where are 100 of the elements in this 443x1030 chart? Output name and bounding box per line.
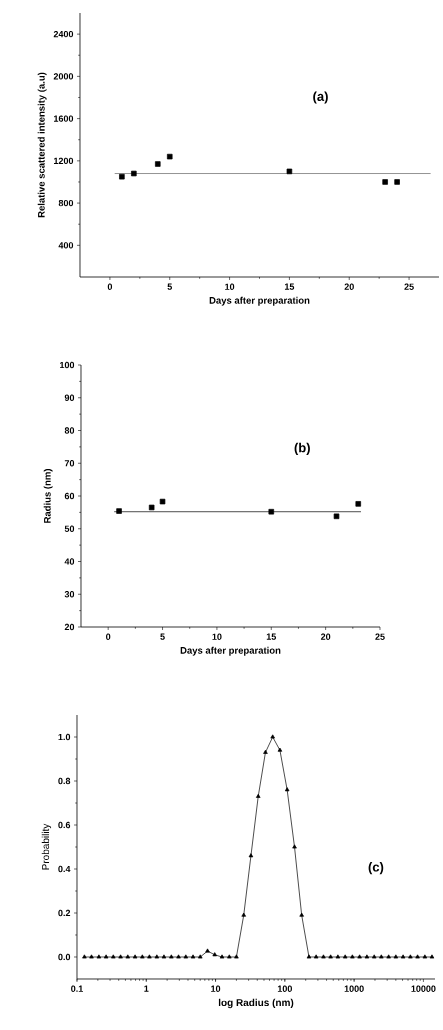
- x-tick-label: 0: [106, 633, 111, 640]
- point: [429, 954, 435, 959]
- point: [148, 504, 155, 511]
- point: [371, 954, 377, 959]
- point: [364, 954, 370, 959]
- point: [111, 954, 116, 959]
- point: [176, 954, 181, 959]
- point: [379, 954, 384, 959]
- x-tick-label: 15: [284, 283, 295, 290]
- x-tick-label: 5: [160, 633, 165, 640]
- point: [167, 153, 173, 160]
- y-tick-label: 20: [64, 623, 75, 631]
- point: [103, 954, 109, 959]
- x-tick-label: 1000: [344, 985, 364, 992]
- point: [286, 168, 293, 175]
- annotation: (b): [294, 442, 310, 455]
- y-tick-label: 1200: [54, 157, 74, 165]
- point: [328, 954, 333, 959]
- point: [147, 954, 152, 959]
- y-tick-label: 80: [64, 427, 75, 434]
- point: [241, 912, 246, 917]
- y-axis-title: Relative scattered intensity (a.u): [37, 72, 47, 218]
- point: [155, 161, 161, 167]
- point: [386, 954, 391, 959]
- x-axis-title: Days after preparation: [209, 296, 310, 306]
- annotation: (c): [368, 862, 384, 875]
- y-tick-label: 30: [64, 591, 75, 598]
- y-tick-label: 0.4: [58, 865, 71, 873]
- point: [169, 954, 174, 959]
- y-tick-label: 1600: [54, 115, 74, 122]
- x-tick-label: 0: [107, 283, 113, 290]
- y-tick-label: 2000: [53, 73, 74, 80]
- y-axis-title: Radius (nm): [43, 469, 53, 523]
- point: [382, 179, 388, 185]
- point: [140, 954, 145, 959]
- point: [227, 954, 232, 959]
- y-tick-label: 0.2: [58, 909, 71, 917]
- x-tick-label: 10: [212, 633, 222, 640]
- y-tick-label: 2400: [53, 30, 74, 38]
- point: [277, 747, 283, 752]
- x-tick-label: 0.1: [71, 985, 83, 992]
- point: [350, 954, 355, 959]
- x-tick-label: 5: [167, 283, 172, 290]
- point: [131, 170, 137, 177]
- point: [116, 508, 122, 514]
- point: [342, 954, 348, 959]
- point: [154, 954, 160, 959]
- point: [415, 954, 420, 959]
- x-tick-label: 15: [266, 633, 277, 640]
- point: [292, 844, 297, 849]
- y-tick-label: 800: [58, 199, 74, 207]
- point: [89, 954, 94, 959]
- point: [393, 954, 399, 959]
- x-tick-label: 10000: [411, 985, 436, 992]
- y-tick-label: 90: [64, 394, 75, 401]
- point: [335, 954, 341, 959]
- y-tick-label: 0.0: [58, 953, 71, 961]
- x-tick-label: 100: [277, 985, 292, 992]
- point: [161, 954, 167, 959]
- point: [357, 954, 362, 959]
- point: [394, 179, 400, 185]
- x-tick-label: 20: [320, 633, 331, 640]
- y-tick-label: 100: [60, 361, 75, 369]
- point: [234, 954, 239, 959]
- point: [422, 954, 428, 959]
- point: [197, 954, 203, 959]
- y-tick-label: 70: [64, 460, 75, 467]
- x-axis-title: log Radius (nm): [218, 998, 294, 1009]
- annotation: (a): [313, 91, 328, 104]
- y-tick-label: 50: [64, 525, 75, 532]
- point: [408, 954, 413, 959]
- x-tick-label: 25: [375, 633, 385, 640]
- point: [313, 954, 319, 959]
- point: [355, 501, 361, 507]
- point: [119, 173, 125, 180]
- y-tick-label: 0.6: [58, 821, 71, 829]
- point: [205, 948, 210, 953]
- point: [263, 749, 268, 754]
- point: [212, 952, 217, 957]
- point: [306, 954, 312, 959]
- point: [400, 954, 406, 959]
- point: [321, 954, 326, 959]
- point: [125, 954, 131, 959]
- y-tick-label: 400: [58, 242, 74, 249]
- x-tick-label: 20: [344, 283, 354, 290]
- point: [118, 954, 123, 959]
- point: [299, 912, 304, 917]
- point: [159, 498, 166, 505]
- point: [96, 954, 102, 959]
- point: [190, 954, 196, 959]
- y-axis-title: Probability: [41, 823, 52, 870]
- point: [284, 787, 290, 792]
- point: [268, 508, 275, 515]
- point: [183, 954, 189, 959]
- point: [132, 954, 138, 959]
- x-tick-label: 1: [144, 985, 149, 992]
- point: [219, 954, 225, 959]
- x-tick-label: 10: [225, 283, 235, 290]
- x-tick-label: 25: [404, 283, 414, 290]
- y-tick-label: 40: [64, 558, 75, 565]
